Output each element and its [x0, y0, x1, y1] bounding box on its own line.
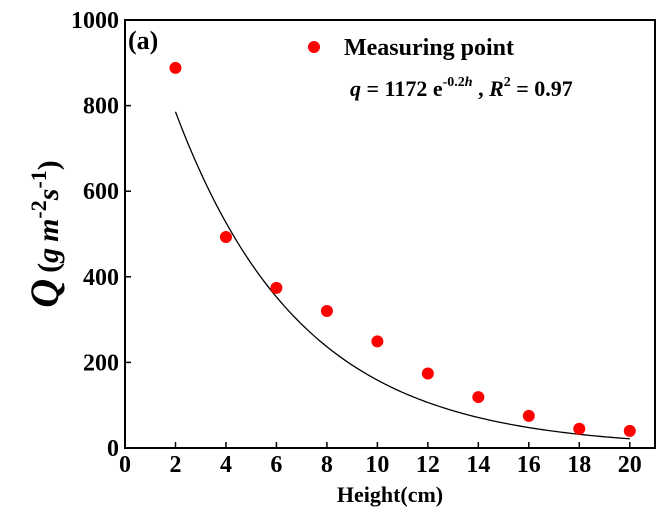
- y-label-g: g: [32, 248, 65, 264]
- y-tick-label: 0: [107, 436, 119, 462]
- x-tick-label: 20: [618, 452, 642, 478]
- x-tick-label: 18: [567, 452, 591, 478]
- data-points: [169, 61, 636, 437]
- data-point: [573, 422, 586, 435]
- y-label-m-exp: -2: [26, 200, 51, 218]
- data-point: [472, 391, 485, 404]
- y-tick-label: 800: [83, 94, 119, 120]
- fit-equation: q = 1172 e-0.2h , R2 = 0.97: [350, 75, 573, 101]
- y-label-close: ): [32, 160, 65, 170]
- data-point: [623, 424, 636, 437]
- data-point: [421, 367, 434, 380]
- legend: Measuring point: [308, 35, 514, 61]
- equation-lhs: q: [350, 76, 361, 101]
- equation-r-value: = 0.97: [511, 76, 573, 101]
- x-axis-label: Height(cm): [337, 482, 443, 507]
- fit-curve: [174, 111, 630, 440]
- equation-r-exp: 2: [504, 75, 511, 90]
- equation-exponent-var: h: [465, 75, 473, 90]
- equation-r: R: [488, 76, 504, 101]
- panel-label: (a): [128, 26, 158, 55]
- y-tick-label: 400: [83, 265, 119, 291]
- y-axis-label: Q (gm-2s-1): [22, 160, 67, 308]
- equation-exponent: -0.2: [443, 75, 465, 90]
- data-point: [320, 305, 333, 318]
- y-label-s: s: [32, 189, 65, 202]
- y-tick-label: 1000: [71, 8, 119, 34]
- data-point: [371, 335, 384, 348]
- x-tick-label: 4: [220, 452, 232, 478]
- plot-frame: [124, 19, 656, 449]
- x-tick-label: 6: [270, 452, 282, 478]
- y-tick-label: 200: [83, 350, 119, 376]
- data-point: [219, 230, 232, 243]
- legend-label: Measuring point: [344, 35, 514, 61]
- x-tick-label: 14: [466, 452, 490, 478]
- x-tick-label: 0: [119, 452, 131, 478]
- y-label-s-exp: -1: [26, 170, 51, 188]
- data-point: [169, 61, 182, 74]
- y-label-open: (: [32, 263, 65, 273]
- equation-body: = 1172 e: [361, 76, 443, 101]
- x-tick-label: 8: [321, 452, 333, 478]
- y-axis-ticks: 0 200 400 600 800 1000: [71, 8, 131, 462]
- x-tick-label: 2: [169, 452, 181, 478]
- data-point: [522, 409, 535, 422]
- legend-marker: [308, 41, 320, 53]
- x-tick-label: 10: [365, 452, 389, 478]
- equation-sep: ,: [473, 76, 490, 101]
- x-tick-label: 16: [517, 452, 541, 478]
- y-tick-label: 600: [83, 179, 119, 205]
- y-label-symbol: Q: [22, 279, 67, 308]
- data-point: [270, 281, 283, 294]
- y-label-m: m: [32, 219, 65, 242]
- x-axis-ticks: 0 2 4 6 8 10 12 14 16 18 20: [119, 442, 642, 478]
- x-tick-label: 12: [416, 452, 440, 478]
